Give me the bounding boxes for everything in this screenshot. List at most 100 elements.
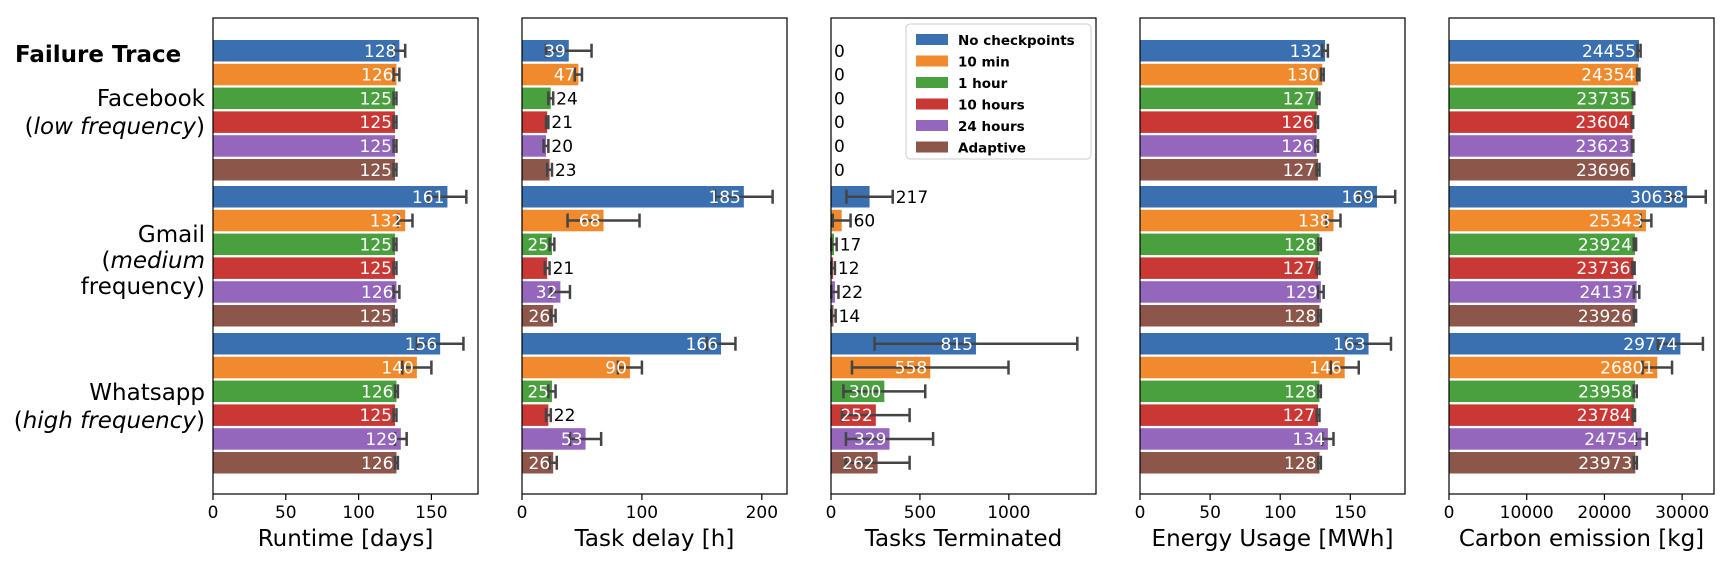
x-tick-label: 0: [1135, 503, 1146, 523]
bar-facebook-24-hours: [522, 135, 546, 157]
bar-gmail-24-hours: [1449, 281, 1637, 303]
axes-frame: [521, 17, 788, 495]
bar-whatsapp-adaptive: [1449, 452, 1636, 474]
bar-gmail-10-hours: [213, 257, 396, 279]
bar-whatsapp-10-hours: [1140, 404, 1319, 426]
data-label: 126: [361, 454, 393, 474]
data-label: 252: [840, 406, 872, 426]
bar-gmail-1-hour: [213, 233, 396, 256]
data-label: 300: [849, 382, 881, 402]
axes-frame: [830, 17, 1097, 495]
legend-swatch: [916, 55, 948, 67]
axes-frame: [1139, 17, 1406, 495]
bar-facebook-1-hour: [213, 87, 396, 110]
data-label: 25: [527, 382, 549, 402]
bar-facebook-24-hours: [213, 135, 396, 157]
bar-facebook-10-hours: [1449, 111, 1633, 133]
bar-facebook-no-checkpoints: [213, 40, 400, 62]
bar-gmail-1-hour: [1449, 233, 1635, 256]
legend-label: 1 hour: [958, 76, 1008, 92]
group-label-whatsapp: (high frequency): [14, 408, 205, 434]
bar-whatsapp-1-hour: [522, 380, 552, 403]
bar-gmail-10-min: [213, 209, 406, 232]
data-label: 129: [1285, 283, 1317, 303]
data-label: 125: [360, 89, 392, 109]
data-label: 126: [1281, 113, 1313, 133]
data-label: 132: [370, 212, 402, 232]
bar-gmail-1-hour: [1140, 233, 1320, 256]
data-label: 132: [1290, 42, 1322, 62]
bar-facebook-adaptive: [213, 159, 396, 181]
data-label: 128: [1284, 235, 1316, 255]
bar-whatsapp-1-hour: [213, 380, 397, 403]
data-label: 23604: [1575, 113, 1629, 133]
x-tick-label: 0: [1444, 503, 1455, 523]
legend-swatch: [916, 34, 948, 45]
legend-label: 10 hours: [958, 98, 1025, 114]
data-label: 128: [1284, 382, 1316, 402]
data-label: 169: [1342, 188, 1374, 208]
data-label: 24754: [1584, 430, 1638, 450]
bar-gmail-1-hour: [522, 233, 552, 256]
bar-facebook-no-checkpoints: [1140, 40, 1326, 62]
bar-facebook-adaptive: [522, 159, 550, 181]
panel-tasks-terminated: 0 0 0 0 0 0 217 60 17 12 22 14 815 558 300 252 329 262 0 50…: [826, 17, 1097, 552]
data-label: 0: [834, 89, 845, 109]
data-label: 156: [405, 335, 437, 355]
bar-whatsapp-10-min: [213, 356, 417, 379]
data-label: 128: [364, 42, 396, 62]
data-label: 163: [1333, 335, 1365, 355]
data-label: 23696: [1576, 161, 1630, 181]
bar-whatsapp-24-hours: [1449, 428, 1642, 450]
bar-gmail-10-hours: [1449, 257, 1634, 279]
bar-gmail-10-min: [522, 209, 604, 232]
bar-gmail-adaptive: [522, 305, 554, 327]
data-label: 217: [896, 188, 928, 208]
data-label: 21: [553, 259, 575, 279]
bar-facebook-1-hour: [522, 87, 551, 110]
bar-whatsapp-10-hours: [213, 404, 396, 426]
bar-facebook-10-min: [1140, 63, 1323, 86]
data-label: 262: [842, 454, 874, 474]
bar-gmail-24-hours: [213, 281, 397, 303]
bar-gmail-adaptive: [1449, 305, 1635, 327]
x-tick-label: 50: [275, 503, 297, 523]
data-label: 21: [551, 113, 573, 133]
bar-gmail-10-hours: [522, 257, 548, 279]
data-label: 23: [555, 161, 577, 181]
bar-gmail-adaptive: [1140, 305, 1320, 327]
bar-facebook-no-checkpoints: [1449, 40, 1640, 62]
bar-gmail-24-hours: [1140, 281, 1321, 303]
x-tick-label: 10000: [1500, 503, 1554, 523]
data-label: 134: [1292, 430, 1324, 450]
group-label-facebook: (low frequency): [25, 114, 205, 140]
data-label: 24455: [1582, 42, 1636, 62]
bar-whatsapp-10-hours: [522, 404, 549, 426]
x-tick-label: 100: [626, 503, 658, 523]
legend-swatch: [916, 120, 948, 131]
data-label: 129: [365, 430, 397, 450]
legend-label: 24 hours: [958, 119, 1025, 135]
data-label: 161: [412, 188, 444, 208]
bar-whatsapp-1-hour: [1449, 380, 1636, 403]
data-label: 12: [838, 259, 860, 279]
data-label: 146: [1309, 359, 1341, 379]
bar-facebook-10-hours: [522, 111, 548, 133]
data-label: 22: [841, 283, 863, 303]
data-label: 20: [551, 137, 573, 157]
bar-whatsapp-24-hours: [213, 428, 401, 450]
data-label: 53: [561, 430, 583, 450]
bar-whatsapp-no-checkpoints: [1449, 333, 1681, 355]
data-label: 558: [895, 359, 927, 379]
legend-swatch: [916, 98, 948, 110]
data-label: 127: [1283, 259, 1315, 279]
data-label: 23623: [1575, 137, 1629, 157]
bar-facebook-10-min: [1449, 63, 1639, 86]
x-axis-label: Tasks Terminated: [864, 526, 1063, 552]
data-label: 23736: [1576, 259, 1630, 279]
data-label: 23958: [1578, 382, 1632, 402]
panel-runtime-days: 128 126 125 125 125 125 161 132 125 125 126 125 156 1…: [208, 17, 479, 552]
legend-box: [905, 23, 1092, 160]
data-label: 185: [708, 188, 740, 208]
